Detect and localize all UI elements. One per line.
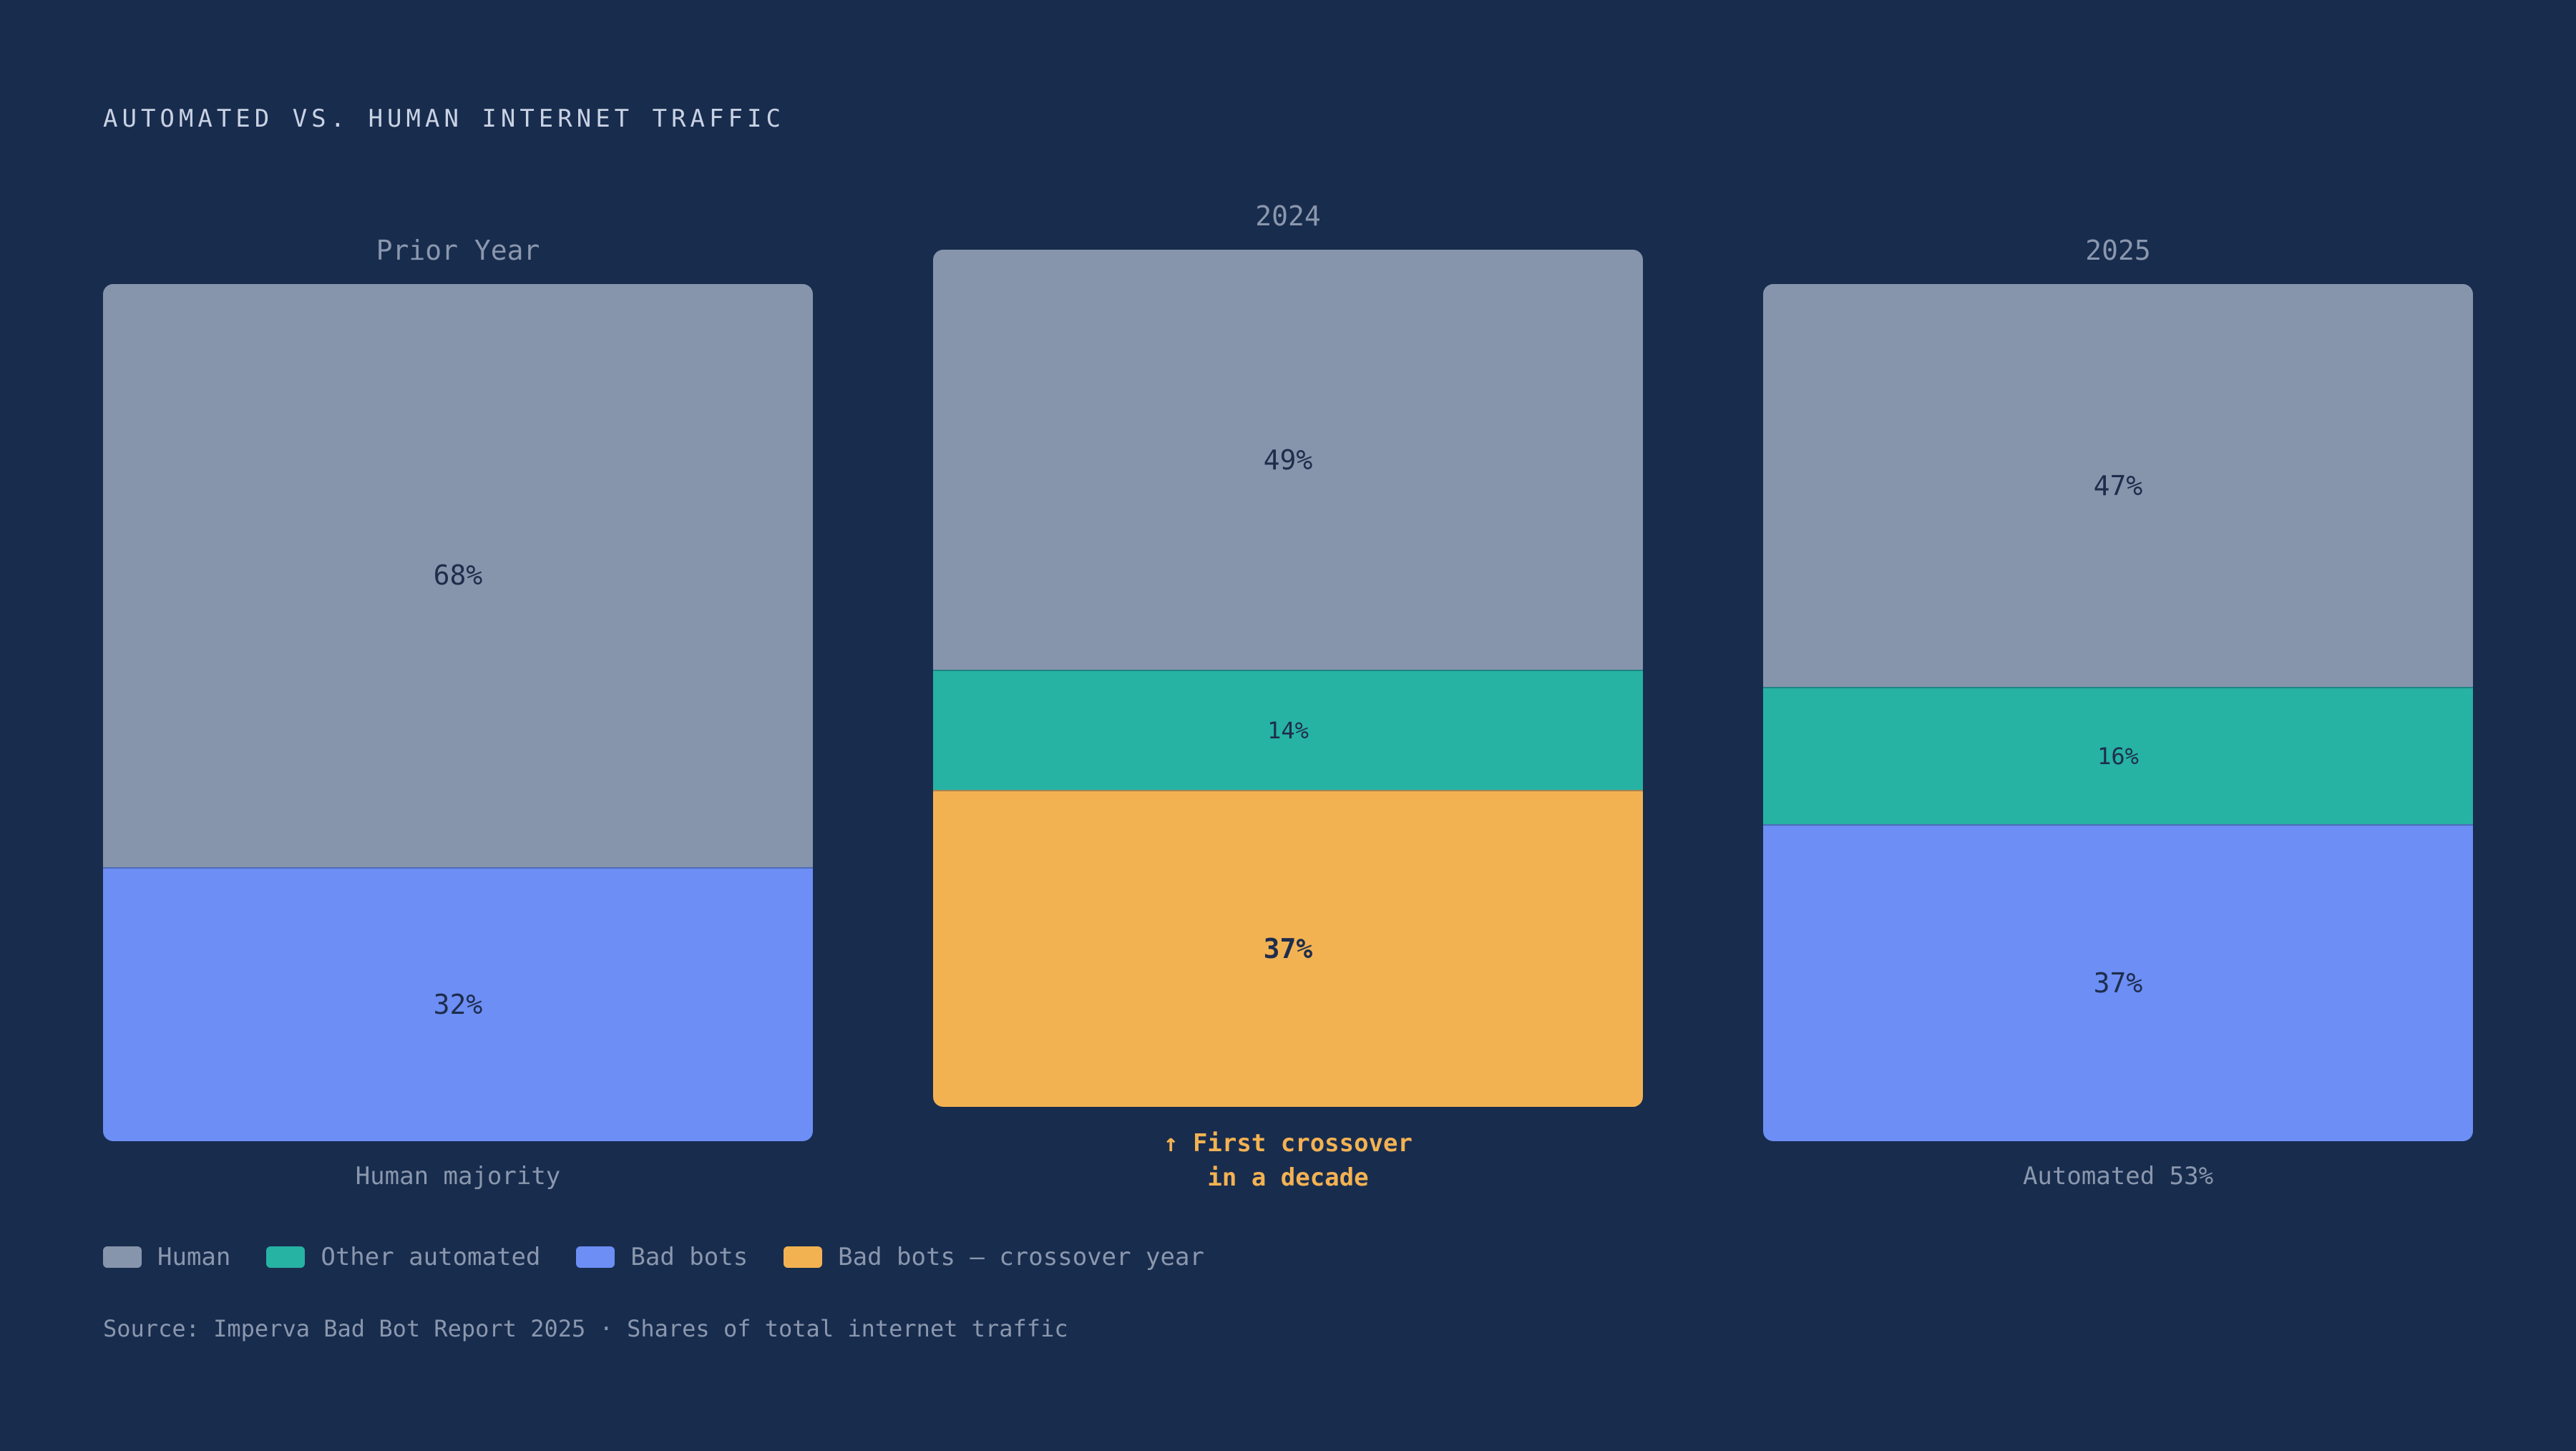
annotation-line: ↑ First crossover — [1163, 1129, 1413, 1158]
bar-segment-bad-bots: 37% — [1763, 824, 2473, 1141]
data-label: 16% — [2097, 742, 2139, 770]
stacked-bar-2024: 49% 14% 37% — [933, 250, 1643, 1107]
data-label: 68% — [433, 560, 483, 592]
data-label: 47% — [2093, 469, 2143, 502]
bar-segment-human: 47% — [1763, 284, 2473, 688]
legend-swatch-bad-bots — [576, 1246, 615, 1268]
data-label: 14% — [1267, 716, 1309, 744]
annotation-line: in a decade — [1207, 1163, 1369, 1192]
legend-label: Human — [157, 1243, 231, 1271]
crossover-annotation: ↑ First crossover in a decade — [933, 1126, 1643, 1195]
bar-segment-other-automated: 16% — [1763, 687, 2473, 824]
bar-segment-other-automated: 14% — [933, 670, 1643, 790]
data-label: 49% — [1263, 444, 1313, 476]
legend-item-bad-bots: Bad bots — [576, 1243, 748, 1271]
column-header-2024: 2024 — [1255, 200, 1321, 232]
data-label: 37% — [1263, 933, 1313, 965]
data-label: 32% — [433, 989, 483, 1021]
column-footer-prior-year: Human majority — [355, 1162, 561, 1191]
bar-segment-bad-bots-crossover-year: 37% — [933, 789, 1643, 1107]
legend: Human Other automated Bad bots Bad bots … — [103, 1243, 1240, 1271]
legend-item-bad-bots-crossover: Bad bots — crossover year — [784, 1243, 1204, 1271]
stacked-bar-prior-year: 68% 32% — [103, 284, 813, 1141]
legend-label: Bad bots — crossover year — [838, 1243, 1204, 1271]
column-header-2025: 2025 — [2085, 235, 2151, 266]
bar-segment-bad-bots: 32% — [103, 866, 813, 1141]
source-note: Source: Imperva Bad Bot Report 2025 · Sh… — [103, 1315, 1068, 1342]
legend-swatch-other-automated — [266, 1246, 306, 1268]
legend-swatch-bad-bots-crossover — [784, 1246, 823, 1268]
legend-label: Bad bots — [630, 1243, 748, 1271]
bar-segment-human: 49% — [933, 250, 1643, 670]
stacked-bar-2025: 47% 16% 37% — [1763, 284, 2473, 1141]
bar-segment-human: 68% — [103, 284, 813, 867]
column-header-prior-year: Prior Year — [376, 235, 540, 266]
legend-swatch-human — [103, 1246, 142, 1268]
legend-label: Other automated — [321, 1243, 541, 1271]
column-footer-2025: Automated 53% — [2022, 1162, 2214, 1191]
legend-item-other-automated: Other automated — [266, 1243, 540, 1271]
data-label: 37% — [2093, 967, 2143, 1000]
chart-title: AUTOMATED VS. HUMAN INTERNET TRAFFIC — [103, 104, 785, 133]
legend-item-human: Human — [103, 1243, 230, 1271]
